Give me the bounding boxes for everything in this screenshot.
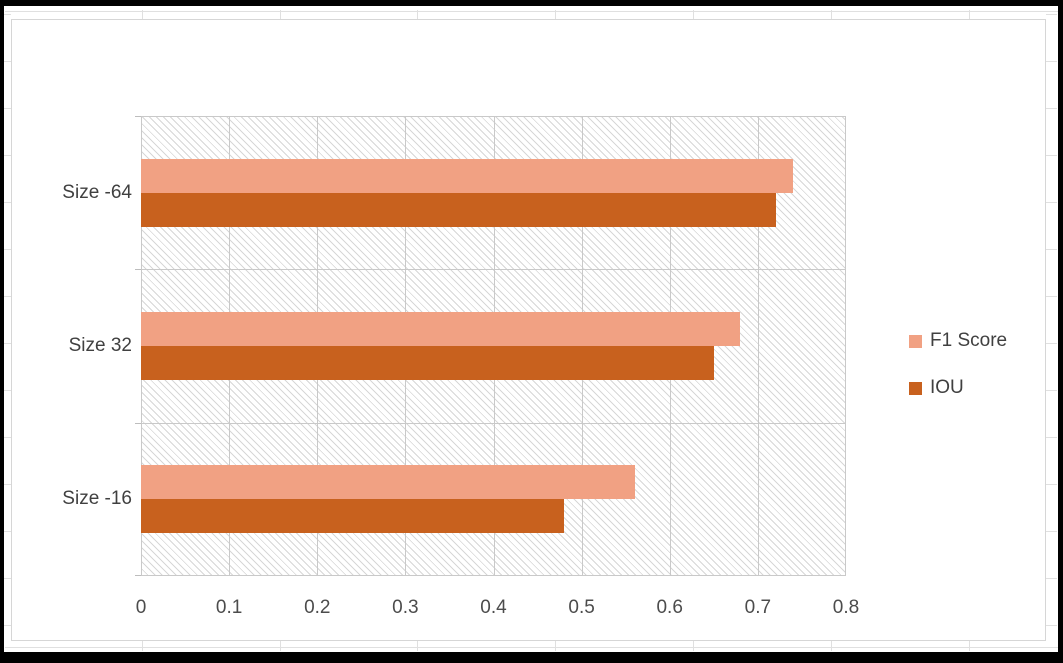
worksheet-gridline [693, 641, 694, 651]
worksheet-gridline [4, 437, 11, 438]
worksheet-gridline [4, 61, 11, 62]
bar-f1-score-size-16 [141, 465, 635, 500]
worksheet-gridline [417, 641, 418, 651]
value-axis-label-0-3: 0.3 [392, 597, 419, 618]
bar-iou-size-32 [141, 346, 714, 380]
bar-iou-size-64 [141, 192, 776, 227]
worksheet-gridline [5, 647, 1058, 648]
bar-f1-score-size-64 [141, 158, 794, 193]
worksheet-gridline [831, 641, 832, 651]
gridline-horizontal [141, 116, 846, 117]
worksheet-gridline [1046, 108, 1057, 109]
worksheet-gridline [4, 249, 11, 250]
value-axis-label-0-5: 0.5 [568, 597, 595, 618]
legend-item-f1-score: F1 Score [909, 330, 1008, 351]
worksheet-gridline [1046, 14, 1057, 15]
value-axis-label-0-1: 0.1 [215, 597, 243, 618]
bar-iou-size-16 [141, 499, 564, 534]
worksheet-gridline [1046, 390, 1057, 391]
worksheet-gridline [4, 108, 11, 109]
value-axis-label-0-7: 0.7 [744, 597, 772, 618]
worksheet-gridline [4, 578, 11, 579]
worksheet-gridline [555, 10, 556, 19]
worksheet-gridline [280, 10, 281, 19]
category-label-size-16: Size -16 [62, 488, 132, 510]
value-axis-label-0-6: 0.6 [656, 597, 683, 618]
worksheet-gridline [280, 641, 281, 651]
gridline-horizontal [141, 269, 846, 271]
worksheet-gridline [1046, 531, 1057, 532]
category-axis-tick [135, 269, 141, 271]
gridline-horizontal [141, 575, 846, 576]
worksheet-gridline [417, 10, 418, 19]
worksheet-gridline [4, 202, 11, 203]
worksheet-gridline [831, 10, 832, 19]
category-label-size-32: Size 32 [68, 334, 132, 356]
worksheet-gridline [1046, 625, 1057, 626]
worksheet-gridline [693, 10, 694, 19]
legend-item-iou: IOU [909, 377, 964, 398]
worksheet-gridline [1046, 249, 1057, 250]
worksheet-gridline [969, 10, 970, 19]
worksheet-gridline [1046, 155, 1057, 156]
worksheet-gridline [1046, 61, 1057, 62]
worksheet-gridline [4, 531, 11, 532]
legend-swatch-iou [909, 381, 922, 395]
value-axis-labels: 0 0.1 0.2 0.3 0.4 0.5 0.6 0.7 0.8 [12, 597, 1045, 621]
value-axis-label-0: 0 [135, 597, 147, 618]
value-axis-label-0-8: 0.8 [832, 597, 860, 618]
value-axis-label-0-2: 0.2 [304, 597, 331, 618]
legend-label-iou: IOU [930, 377, 964, 398]
category-label-size-64: Size -64 [62, 181, 132, 203]
worksheet-gridline [1046, 296, 1057, 297]
gridline-vertical [757, 116, 759, 576]
worksheet-gridline [5, 11, 1058, 12]
worksheet-gridline [4, 484, 11, 485]
worksheet-gridline [1046, 578, 1057, 579]
category-axis-labels: Size -64 Size 32 Size -16 [30, 116, 132, 576]
worksheet-gridline [1046, 343, 1057, 344]
legend-label-f1-score: F1 Score [930, 330, 1008, 351]
worksheet-gridline [4, 625, 11, 626]
worksheet-gridline [1046, 437, 1057, 438]
category-axis-tick [135, 116, 141, 117]
worksheet-gridline [969, 641, 970, 651]
worksheet-gridline [1046, 202, 1057, 203]
plot-area [135, 116, 846, 576]
bar-f1-score-size-32 [141, 312, 741, 346]
worksheet-gridline [142, 10, 143, 19]
worksheet-gridline [142, 641, 143, 651]
chart-object: Size -64 Size 32 Size -16 0 0.1 0.2 0.3 0.4 0.5… [11, 19, 1046, 641]
worksheet-gridline [4, 343, 11, 344]
value-axis-label-0-4: 0.4 [480, 597, 507, 618]
worksheet-gridline [4, 14, 11, 15]
legend-swatch-f1-score [909, 334, 922, 348]
category-axis-tick [135, 422, 141, 424]
worksheet-gridline [4, 296, 11, 297]
gridline-horizontal [141, 422, 846, 424]
worksheet-gridline [4, 390, 11, 391]
worksheet-gridline [4, 155, 11, 156]
worksheet-gridline [555, 641, 556, 651]
gridline-vertical [845, 116, 846, 576]
worksheet-gridline [1046, 484, 1057, 485]
category-axis-tick [135, 575, 141, 576]
